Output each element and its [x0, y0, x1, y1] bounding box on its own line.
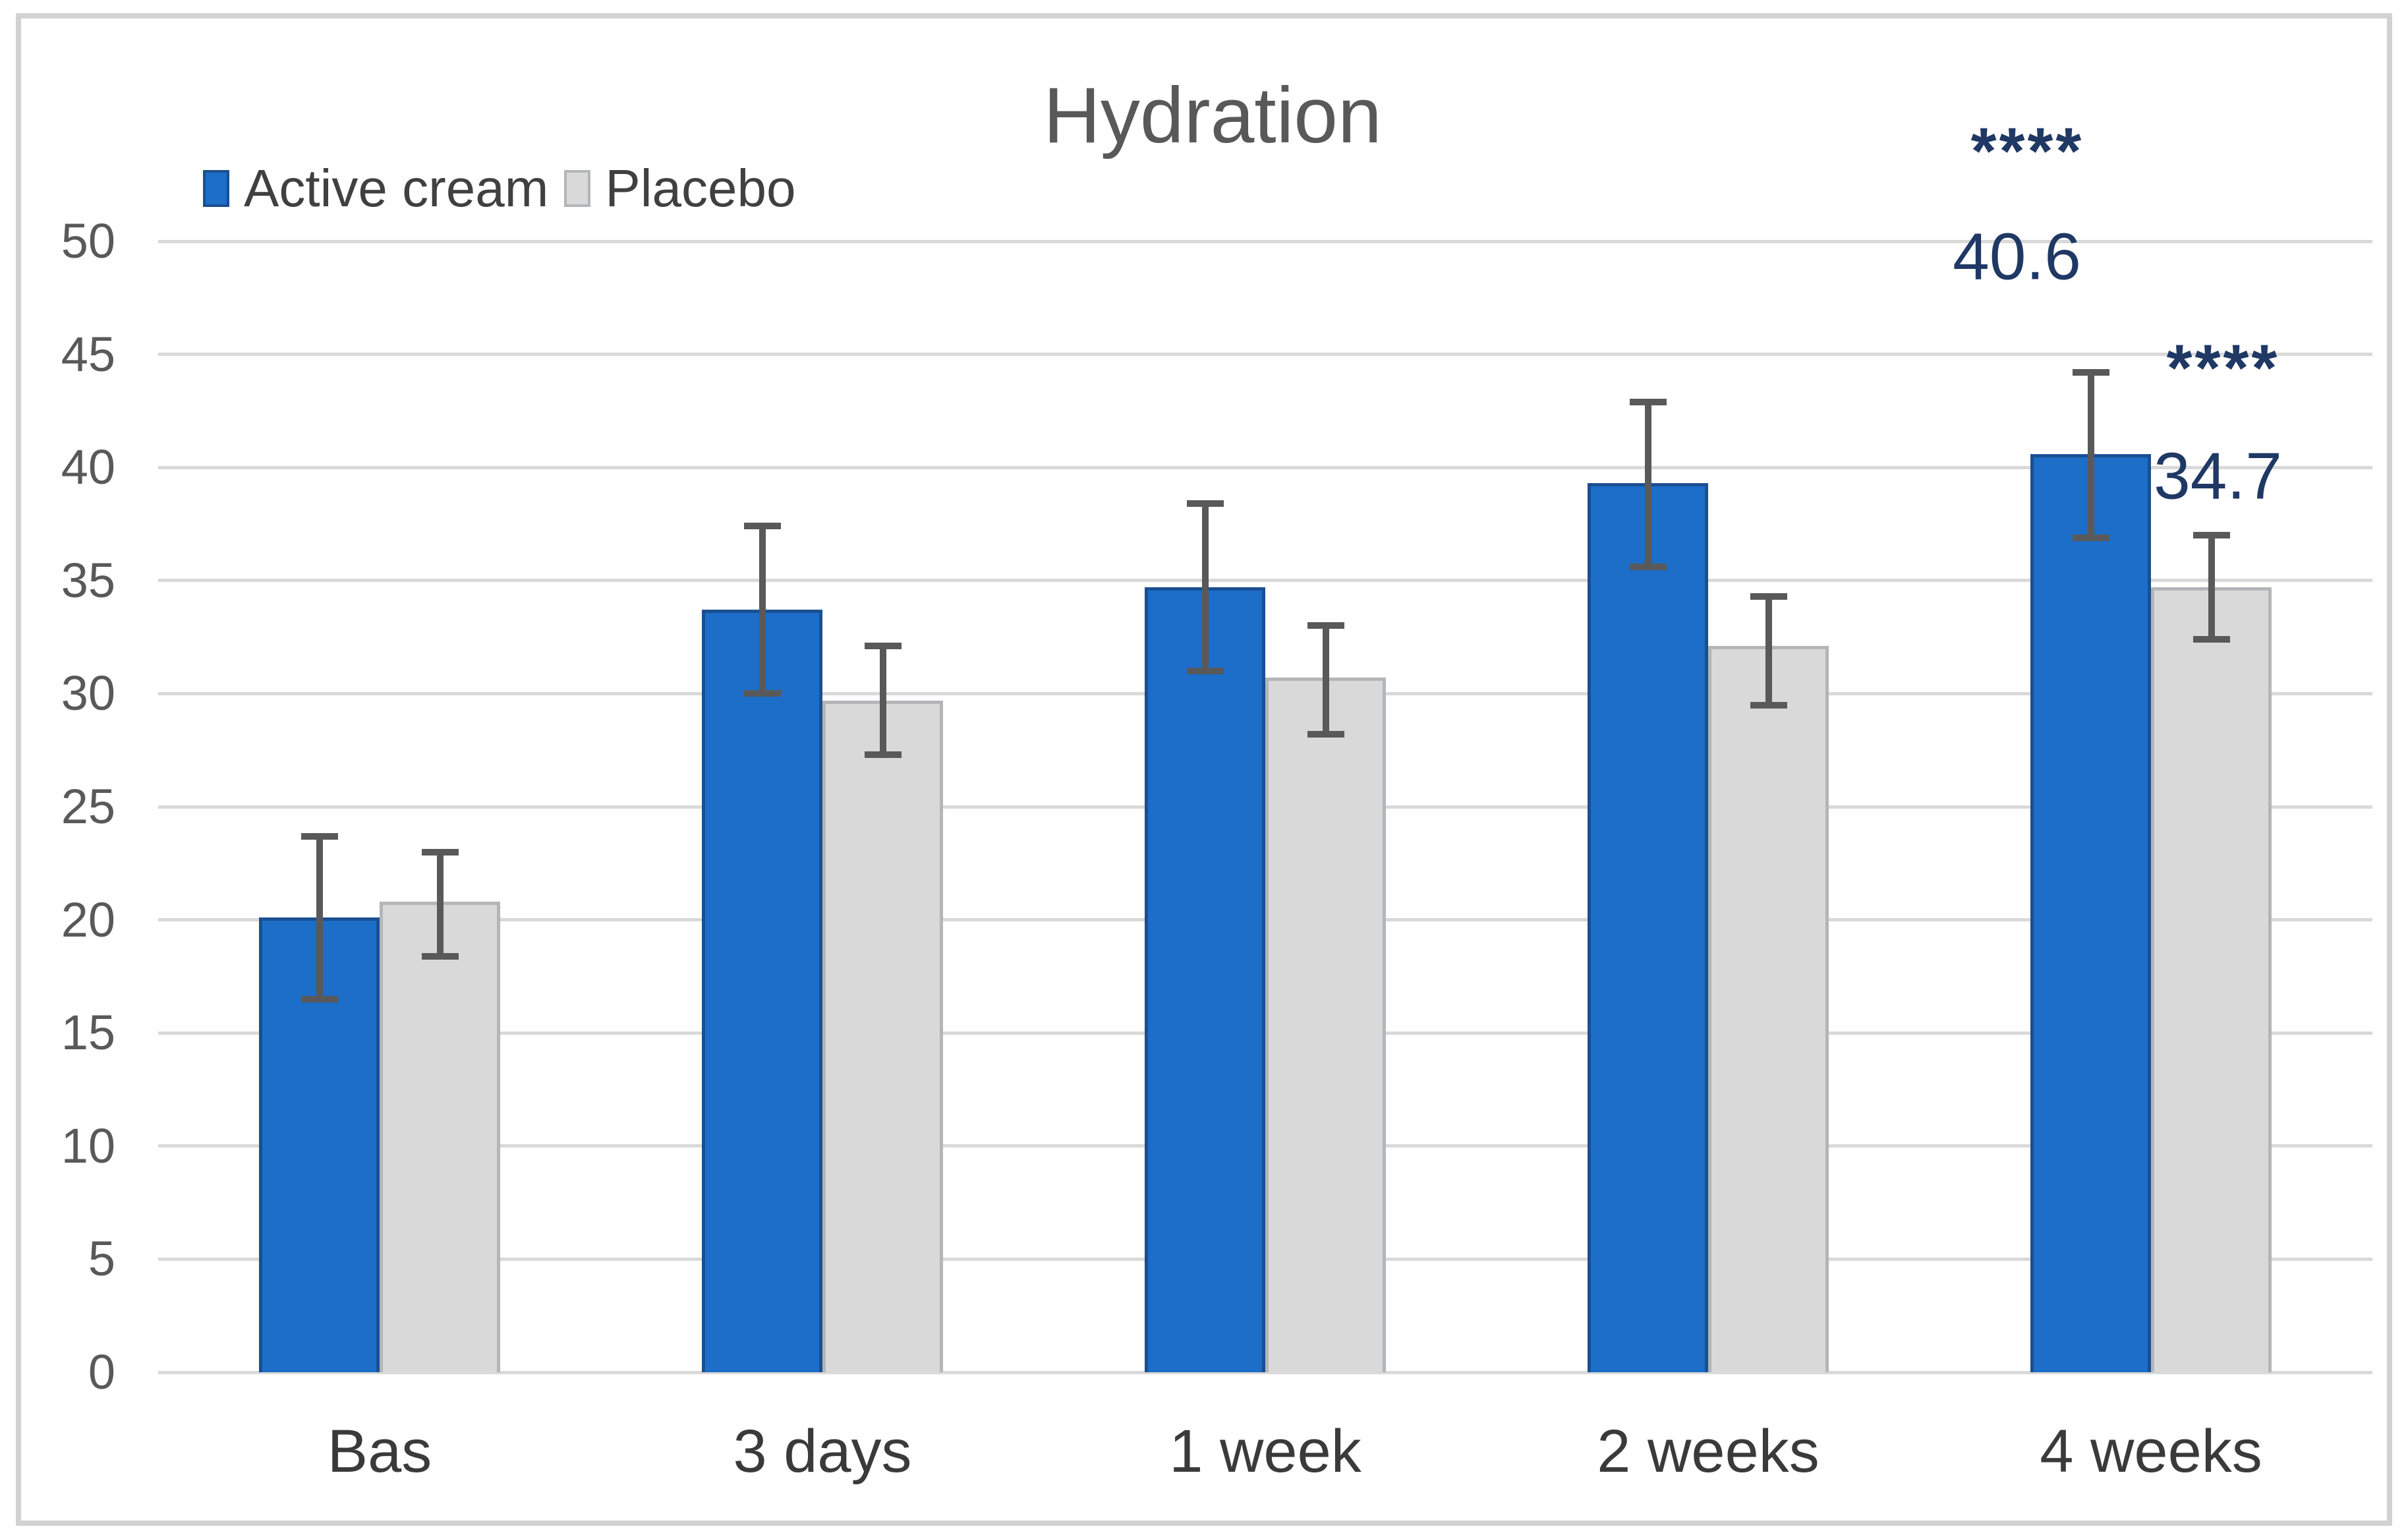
- error-bar-cap-top: [2193, 532, 2230, 539]
- error-bar-cap-top: [1186, 500, 1224, 508]
- x-category-label-2-weeks: 2 weeks: [1597, 1418, 1820, 1485]
- gridline-y-45: [158, 353, 2372, 357]
- error-bar-stem: [316, 836, 323, 999]
- gridline-y-50: [158, 239, 2372, 243]
- error-bar-stem: [2087, 372, 2094, 538]
- error-bar-cap-bottom: [864, 751, 902, 759]
- annotation-significance-stars: ****: [2166, 331, 2280, 405]
- error-bar-cap-bottom: [1629, 564, 1667, 571]
- y-tick-label-40: 40: [61, 440, 115, 495]
- error-bar-cap-top: [421, 848, 459, 856]
- legend-label-active-cream: Active cream: [244, 159, 549, 218]
- y-tick-label-20: 20: [61, 892, 115, 947]
- x-category-label-3-days: 3 days: [733, 1418, 912, 1485]
- y-tick-label-35: 35: [61, 552, 115, 608]
- y-tick-label-10: 10: [61, 1118, 115, 1173]
- gridline-y-40: [158, 465, 2372, 469]
- y-tick-label-0: 0: [88, 1345, 115, 1399]
- bar-placebo-2-weeks: [1708, 646, 1829, 1372]
- annotation-significance-stars: ****: [1970, 114, 2084, 189]
- y-tick-label-5: 5: [88, 1231, 115, 1287]
- legend-label-placebo: Placebo: [605, 159, 796, 218]
- error-bar-stem: [2208, 535, 2215, 640]
- bar-active-cream-4-weeks: [2030, 453, 2151, 1372]
- error-bar-cap-top: [1629, 398, 1667, 405]
- error-bar-cap-bottom: [301, 995, 338, 1002]
- plot-area: [158, 239, 2372, 1374]
- error-bar-cap-bottom: [2193, 636, 2230, 643]
- error-bar-cap-top: [1307, 622, 1344, 629]
- legend-item-placebo: Placebo: [564, 158, 795, 219]
- error-bar-stem: [1201, 504, 1209, 672]
- error-bar-cap-top: [2072, 369, 2109, 376]
- x-category-label-Bas: Bas: [327, 1418, 432, 1485]
- x-category-label-1-week: 1 week: [1169, 1418, 1362, 1485]
- bar-placebo-Bas: [380, 902, 500, 1372]
- y-tick-label-15: 15: [61, 1005, 115, 1060]
- bar-active-cream-3-days: [702, 610, 822, 1372]
- error-bar-stem: [759, 526, 766, 694]
- y-tick-label-45: 45: [61, 326, 115, 382]
- annotation-value-label: 34.7: [2154, 439, 2282, 513]
- y-tick-label-25: 25: [61, 779, 115, 834]
- bar-active-cream-2-weeks: [1588, 483, 1708, 1372]
- bar-placebo-4-weeks: [2151, 587, 2272, 1372]
- error-bar-cap-bottom: [1750, 701, 1787, 709]
- legend: Active cream Placebo: [203, 158, 795, 219]
- error-bar-cap-bottom: [1307, 731, 1344, 738]
- error-bar-stem: [1765, 596, 1772, 705]
- error-bar-cap-bottom: [421, 952, 459, 960]
- error-bar-cap-bottom: [2072, 534, 2109, 541]
- error-bar-stem: [1322, 625, 1329, 735]
- error-bar-cap-top: [864, 643, 902, 650]
- gridline-y-35: [158, 579, 2372, 583]
- error-bar-stem: [879, 646, 886, 755]
- error-bar-cap-bottom: [743, 690, 781, 697]
- y-tick-label-50: 50: [61, 214, 115, 268]
- legend-item-active-cream: Active cream: [203, 158, 548, 219]
- legend-swatch-active-cream: [203, 170, 229, 207]
- bar-placebo-1-week: [1265, 678, 1386, 1372]
- legend-swatch-placebo: [564, 170, 591, 207]
- error-bar-stem: [436, 852, 444, 956]
- error-bar-cap-bottom: [1186, 668, 1224, 675]
- error-bar-stem: [1644, 401, 1651, 567]
- chart-title: Hydration: [1043, 71, 1382, 160]
- error-bar-cap-top: [743, 523, 781, 530]
- error-bar-cap-top: [301, 832, 338, 840]
- annotation-value-label: 40.6: [1953, 219, 2081, 294]
- bar-active-cream-1-week: [1145, 587, 1265, 1372]
- x-category-label-4-weeks: 4 weeks: [2040, 1418, 2262, 1485]
- gridline-y-0: [158, 1370, 2372, 1374]
- y-tick-label-30: 30: [61, 666, 115, 721]
- bar-placebo-3-days: [822, 700, 943, 1372]
- error-bar-cap-top: [1750, 593, 1787, 600]
